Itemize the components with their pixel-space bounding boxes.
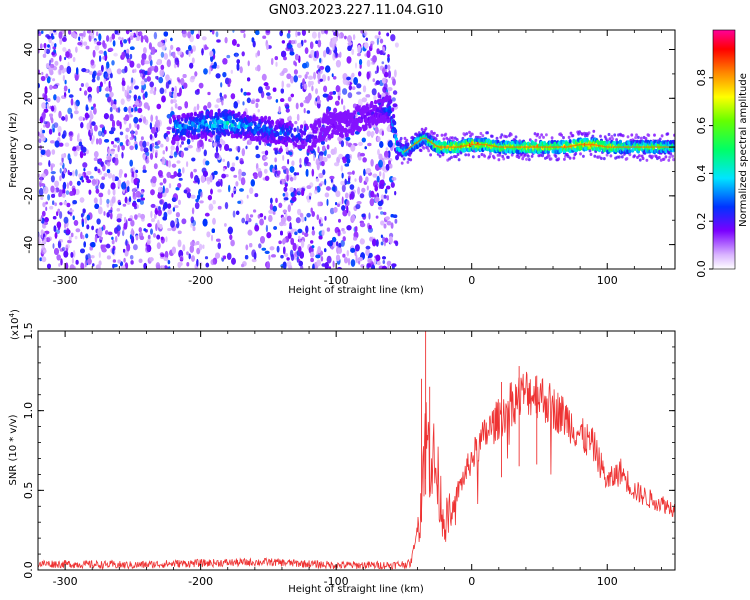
x-tick-label: 100: [597, 274, 618, 287]
snr-frame: [37, 330, 676, 571]
x-tick-label: 0: [468, 274, 475, 287]
colorbar-gradient: [712, 29, 736, 270]
x-tick-label: -200: [188, 575, 213, 588]
bottom-y-ticks: 0.0 0.5 1.0 1.5: [22, 322, 675, 579]
y-tick-label: 0: [22, 144, 35, 151]
y-tick-label: -20: [22, 187, 35, 205]
x-tick-label: -100: [324, 274, 349, 287]
colorbar-tick-label: 0.0: [695, 260, 708, 278]
colorbar-tick-label: 0.4: [695, 165, 708, 183]
spectrogram-frame: [37, 29, 676, 270]
bottom-x-axis-label: Height of straight line (km): [288, 584, 424, 595]
y-tick-label: 0.0: [22, 561, 35, 579]
y-tick-label: 0.5: [22, 482, 35, 500]
y-tick-label: 1.5: [22, 322, 35, 340]
colorbar-tick-label: 0.2: [695, 212, 708, 230]
top-x-axis-label: Height of straight line (km): [288, 285, 424, 296]
x-tick-label: -100: [324, 575, 349, 588]
top-y-ticks: -40 -20 0 20 40: [22, 43, 675, 270]
chart-title: GN03.2023.227.11.04.G10: [269, 3, 444, 18]
spectrogram-heatmap: [38, 30, 675, 269]
x-tick-label: 0: [468, 575, 475, 588]
top-x-ticks: -300 -200 -100 0 100: [37, 30, 662, 287]
bottom-y-multiplier: (x104): [8, 309, 21, 340]
snr-series-line: [38, 371, 675, 570]
y-tick-label: 1.0: [22, 402, 35, 420]
y-tick-label: -40: [22, 236, 35, 254]
x-tick-label: -300: [53, 575, 78, 588]
snr-spikes: [421, 331, 538, 523]
colorbar-tick-label: 0.8: [695, 69, 708, 87]
top-y-axis-label: Frequency (Hz): [8, 112, 19, 188]
colorbar-ticks: 0.0 0.2 0.4 0.6 0.8: [695, 69, 713, 278]
y-tick-label: 40: [22, 43, 35, 57]
snr-panel: -300 -200 -100 0 100 0.0 0.5 1.0 1.5 Height of …: [8, 309, 676, 595]
bottom-y-axis-label: SNR (10 * v/v): [8, 414, 19, 485]
x-tick-label: 100: [597, 575, 618, 588]
x-tick-label: -200: [188, 274, 213, 287]
colorbar: 0.0 0.2 0.4 0.6 0.8 Normalized spectral ampl…: [695, 29, 749, 278]
colorbar-tick-label: 0.6: [695, 117, 708, 135]
bottom-x-ticks: -300 -200 -100 0 100: [37, 331, 662, 588]
x-tick-label: -300: [53, 274, 78, 287]
y-tick-label: 20: [22, 91, 35, 105]
colorbar-label: Normalized spectral amplitude: [738, 73, 749, 227]
